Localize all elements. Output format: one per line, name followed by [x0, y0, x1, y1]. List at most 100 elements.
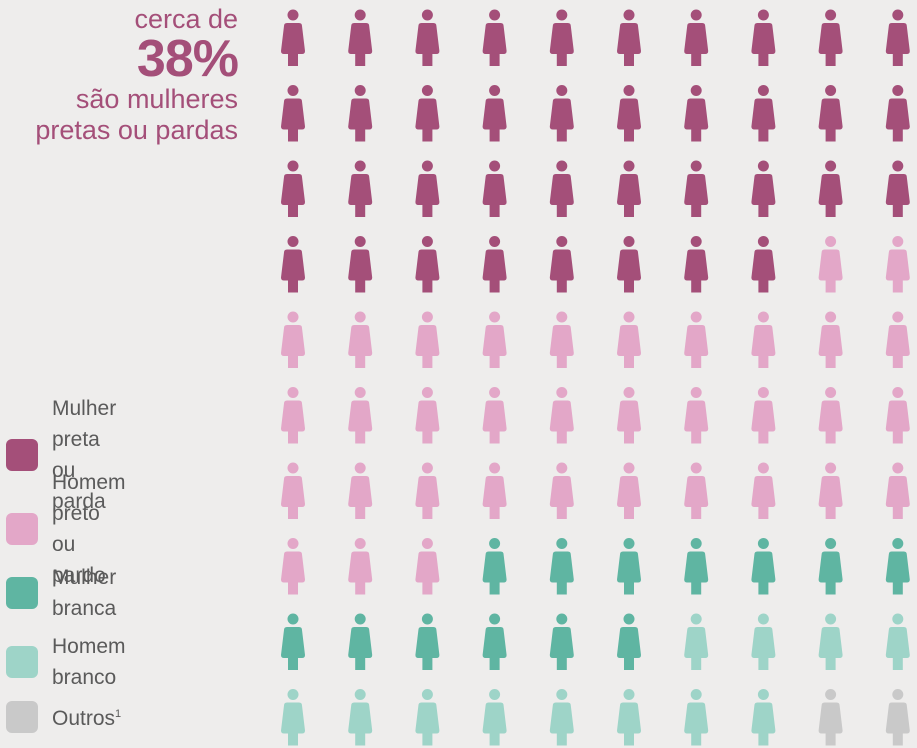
person-icon-mulher-branca: [482, 538, 507, 595]
person-icon-mulher-preta-parda: [751, 236, 776, 293]
person-icon-homem-preto-pardo: [885, 462, 910, 519]
headline: cerca de 38% são mulheres pretas ou pard…: [0, 0, 239, 146]
person-icon-homem-preto-pardo: [751, 311, 776, 368]
person-icon-mulher-branca: [549, 538, 574, 595]
person-icon-mulher-branca: [415, 613, 440, 670]
person-icon-homem-preto-pardo: [617, 462, 641, 519]
person-icon-homem-preto-pardo: [885, 311, 910, 368]
person-icon-mulher-preta-parda: [684, 9, 709, 66]
person-icon-homem-branco: [818, 613, 843, 670]
person-icon-outros: [818, 689, 843, 746]
person-icon-mulher-preta-parda: [549, 236, 574, 293]
person-icon-homem-preto-pardo: [818, 236, 843, 293]
person-icon-mulher-preta-parda: [885, 160, 910, 217]
person-icon-homem-preto-pardo: [281, 387, 305, 444]
legend-label-text: Outros: [52, 707, 116, 730]
person-icon-mulher-branca: [885, 538, 910, 595]
person-icon-mulher-preta-parda: [348, 85, 373, 142]
person-icon-homem-preto-pardo: [818, 462, 843, 519]
person-icon-mulher-preta-parda: [281, 85, 305, 142]
legend-label: Homem preto ou pardo: [52, 471, 126, 587]
person-icon-homem-preto-pardo: [482, 311, 507, 368]
person-icon-mulher-branca: [482, 613, 507, 670]
person-icon-mulher-preta-parda: [617, 9, 641, 66]
legend-swatch: [6, 577, 38, 609]
person-icon-mulher-preta-parda: [684, 160, 709, 217]
person-icon-mulher-branca: [549, 613, 574, 670]
headline-percentage: 38%: [136, 30, 239, 88]
person-icon-homem-branco: [751, 689, 776, 746]
person-icon-homem-branco: [751, 613, 776, 670]
person-icon-mulher-preta-parda: [818, 85, 843, 142]
person-icon-mulher-preta-parda: [415, 160, 440, 217]
legend-swatch: [6, 646, 38, 678]
person-icon-homem-preto-pardo: [348, 462, 373, 519]
person-icon-homem-preto-pardo: [684, 387, 709, 444]
person-icon-homem-preto-pardo: [818, 311, 843, 368]
person-icon-homem-preto-pardo: [281, 462, 305, 519]
person-icon-homem-preto-pardo: [348, 538, 373, 595]
person-icon-mulher-branca: [348, 613, 373, 670]
person-icon-homem-preto-pardo: [482, 387, 507, 444]
headline-suffix: são mulheres pretas ou pardas: [35, 84, 238, 145]
person-icon-mulher-preta-parda: [549, 9, 574, 66]
person-icon-mulher-preta-parda: [415, 236, 440, 293]
person-icon-homem-preto-pardo: [751, 462, 776, 519]
person-icon-mulher-preta-parda: [348, 236, 373, 293]
person-icon-mulher-preta-parda: [482, 9, 507, 66]
person-icon-homem-preto-pardo: [684, 311, 709, 368]
person-icon-homem-preto-pardo: [818, 387, 843, 444]
legend-item-homem-branco: Homem branco: [6, 631, 126, 693]
legend-item-mulher-branca: Mulher branca: [6, 562, 116, 624]
legend-swatch: [6, 700, 38, 733]
person-icon-mulher-preta-parda: [549, 160, 574, 217]
legend-swatch: [6, 513, 38, 545]
person-icon-homem-preto-pardo: [617, 387, 641, 444]
person-icon-homem-preto-pardo: [885, 387, 910, 444]
person-icon-homem-preto-pardo: [684, 462, 709, 519]
person-icon-homem-preto-pardo: [617, 311, 641, 368]
person-icon-homem-branco: [348, 689, 373, 746]
person-icon-mulher-preta-parda: [885, 85, 910, 142]
person-icon-homem-branco: [617, 689, 641, 746]
person-icon-mulher-preta-parda: [415, 9, 440, 66]
person-icon-homem-preto-pardo: [549, 462, 574, 519]
person-icon-homem-preto-pardo: [549, 311, 574, 368]
legend-label: Outros1: [52, 699, 121, 734]
legend-item-outros: Outros1: [6, 699, 121, 734]
person-icon-mulher-preta-parda: [684, 85, 709, 142]
person-icon-homem-preto-pardo: [415, 387, 440, 444]
person-icon-mulher-branca: [684, 538, 709, 595]
person-icon-homem-preto-pardo: [348, 387, 373, 444]
person-icon-mulher-preta-parda: [415, 85, 440, 142]
person-icon-mulher-preta-parda: [482, 160, 507, 217]
person-icon-mulher-preta-parda: [348, 160, 373, 217]
person-icon-homem-preto-pardo: [348, 311, 373, 368]
person-icon-homem-preto-pardo: [415, 462, 440, 519]
person-icon-homem-preto-pardo: [482, 462, 507, 519]
person-icon-homem-branco: [281, 689, 305, 746]
legend-label: Homem branco: [52, 635, 126, 689]
person-icon-mulher-preta-parda: [885, 9, 910, 66]
person-icon-mulher-preta-parda: [617, 85, 641, 142]
person-icon-homem-branco: [549, 689, 574, 746]
person-icon-mulher-preta-parda: [482, 85, 507, 142]
person-icon-mulher-preta-parda: [751, 160, 776, 217]
person-icon-homem-preto-pardo: [549, 387, 574, 444]
person-icon-mulher-preta-parda: [818, 9, 843, 66]
person-icon-mulher-preta-parda: [281, 9, 305, 66]
person-icon-mulher-branca: [617, 538, 641, 595]
person-icon-mulher-preta-parda: [482, 236, 507, 293]
person-icon-mulher-branca: [751, 538, 776, 595]
person-icon-mulher-preta-parda: [617, 236, 641, 293]
legend-item-mulher-preta-parda: Mulher preta ou parda: [6, 393, 116, 517]
person-icon-homem-branco: [415, 689, 440, 746]
person-icon-mulher-preta-parda: [281, 236, 305, 293]
person-icon-mulher-preta-parda: [549, 85, 574, 142]
person-icon-homem-preto-pardo: [415, 311, 440, 368]
person-icon-homem-preto-pardo: [751, 387, 776, 444]
legend-label: Mulher branca: [52, 566, 117, 620]
person-icon-mulher-branca: [617, 613, 641, 670]
person-icon-homem-branco: [684, 613, 709, 670]
person-icon-mulher-preta-parda: [684, 236, 709, 293]
